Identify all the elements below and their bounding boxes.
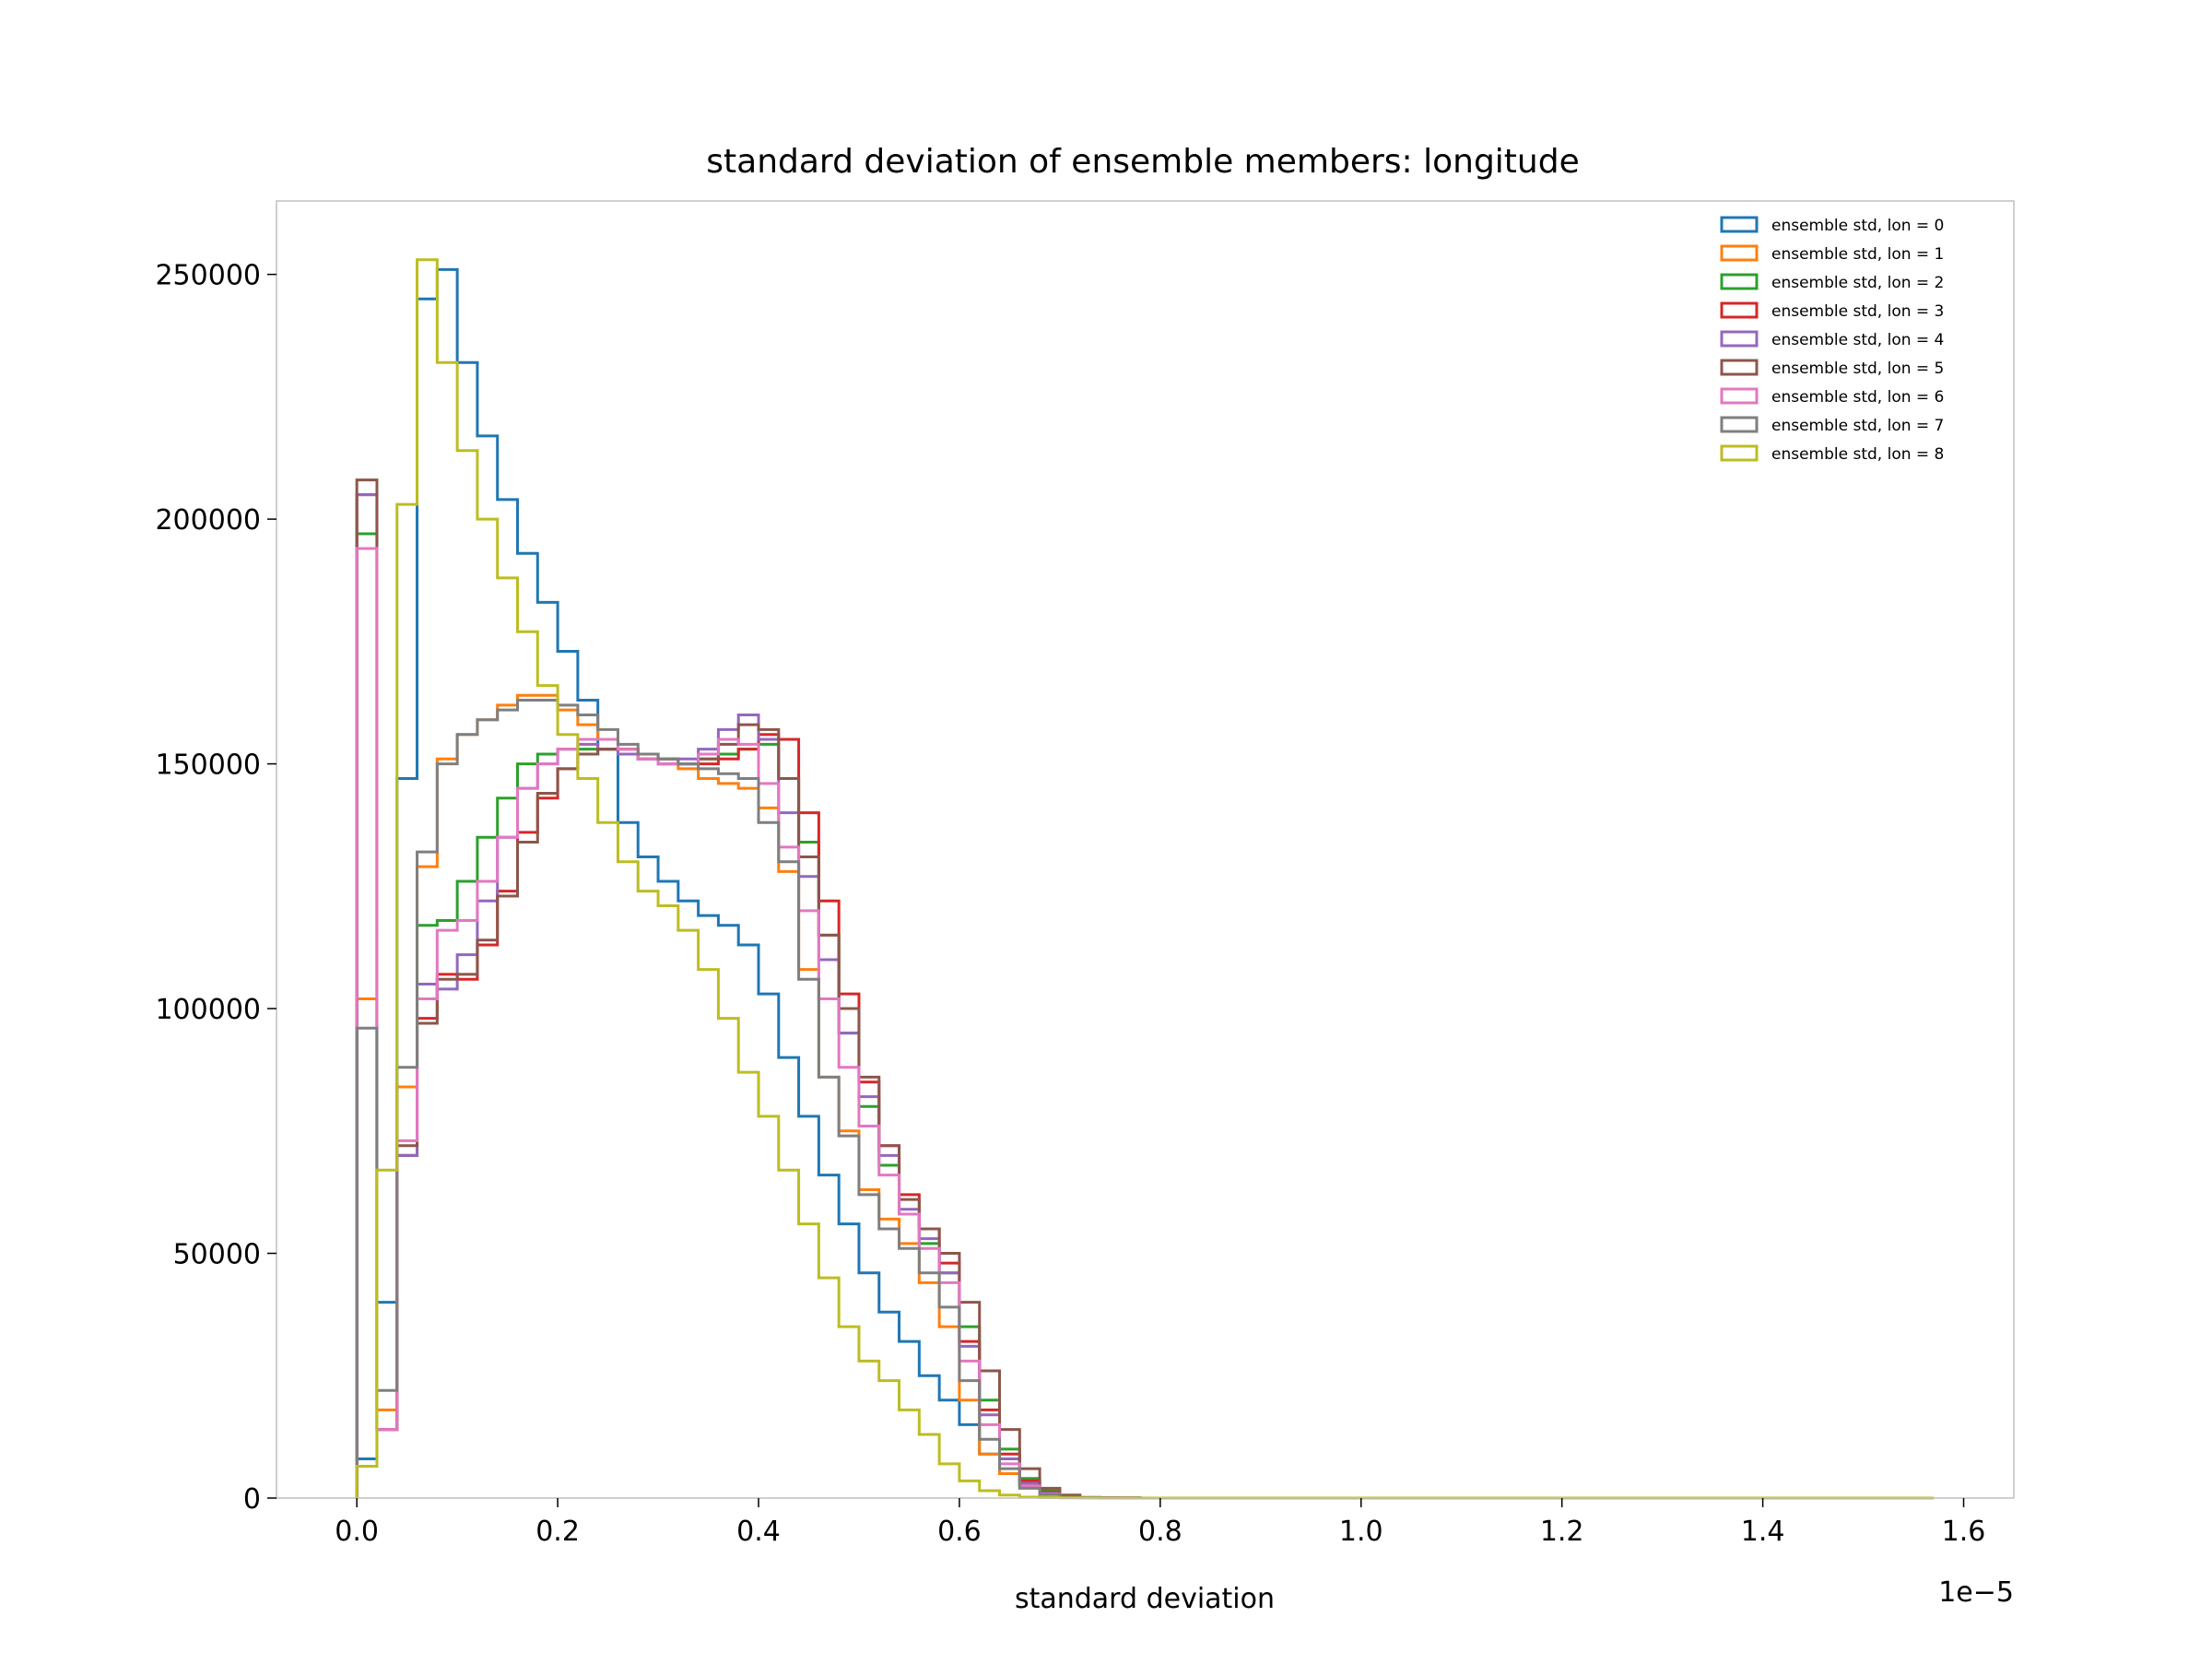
legend-swatch-2 bbox=[1720, 273, 1759, 290]
legend-swatch-0 bbox=[1720, 216, 1759, 233]
y-tick-label: 100000 bbox=[155, 994, 261, 1026]
y-axis-ticks: 0 50000 100000 150000 200000 250000 bbox=[155, 260, 276, 1516]
x-tick-label: 0.6 bbox=[937, 1516, 982, 1548]
x-axis-offset-label: 1e−5 bbox=[1938, 1576, 2014, 1609]
y-tick-label: 50000 bbox=[173, 1239, 261, 1271]
x-tick-label: 1.0 bbox=[1339, 1516, 1383, 1548]
legend-label-3: ensemble std, lon = 3 bbox=[1771, 302, 1944, 321]
x-tick-label: 0.0 bbox=[335, 1516, 379, 1548]
plot-area-frame bbox=[276, 200, 2015, 1499]
chart-title: standard deviation of ensemble members: … bbox=[706, 143, 1579, 181]
y-tick-label: 250000 bbox=[155, 260, 261, 292]
legend-swatch-1 bbox=[1720, 244, 1759, 262]
legend-label-7: ensemble std, lon = 7 bbox=[1771, 417, 1944, 435]
legend-label-2: ensemble std, lon = 2 bbox=[1771, 274, 1944, 292]
legend-label-8: ensemble std, lon = 8 bbox=[1771, 445, 1944, 464]
x-tick-label: 0.8 bbox=[1138, 1516, 1182, 1548]
legend-swatch-8 bbox=[1720, 444, 1759, 462]
x-axis-label: standard deviation bbox=[1015, 1583, 1275, 1615]
legend-label-1: ensemble std, lon = 1 bbox=[1771, 245, 1944, 264]
y-tick-label: 0 bbox=[243, 1483, 261, 1516]
y-tick-label: 200000 bbox=[155, 504, 261, 537]
x-tick-label: 1.6 bbox=[1942, 1516, 1986, 1548]
x-axis-ticks: 0.0 0.2 0.4 0.6 0.8 1.0 1.2 1.4 1.6 bbox=[335, 1498, 1985, 1548]
legend-swatch-7 bbox=[1720, 416, 1759, 433]
legend-swatch-6 bbox=[1720, 387, 1759, 405]
legend-label-0: ensemble std, lon = 0 bbox=[1771, 217, 1944, 235]
legend-label-5: ensemble std, lon = 5 bbox=[1771, 360, 1944, 378]
legend-swatch-3 bbox=[1720, 301, 1759, 319]
legend-label-6: ensemble std, lon = 6 bbox=[1771, 388, 1944, 407]
x-tick-label: 0.4 bbox=[736, 1516, 781, 1548]
x-tick-label: 0.2 bbox=[535, 1516, 580, 1548]
legend-swatch-4 bbox=[1720, 330, 1759, 348]
legend-label-4: ensemble std, lon = 4 bbox=[1771, 331, 1944, 349]
legend: ensemble std, lon = 0 ensemble std, lon =… bbox=[1720, 216, 1944, 464]
legend-swatch-5 bbox=[1720, 359, 1759, 376]
x-tick-label: 1.2 bbox=[1540, 1516, 1584, 1548]
x-tick-label: 1.4 bbox=[1741, 1516, 1785, 1548]
y-tick-label: 150000 bbox=[155, 749, 261, 782]
